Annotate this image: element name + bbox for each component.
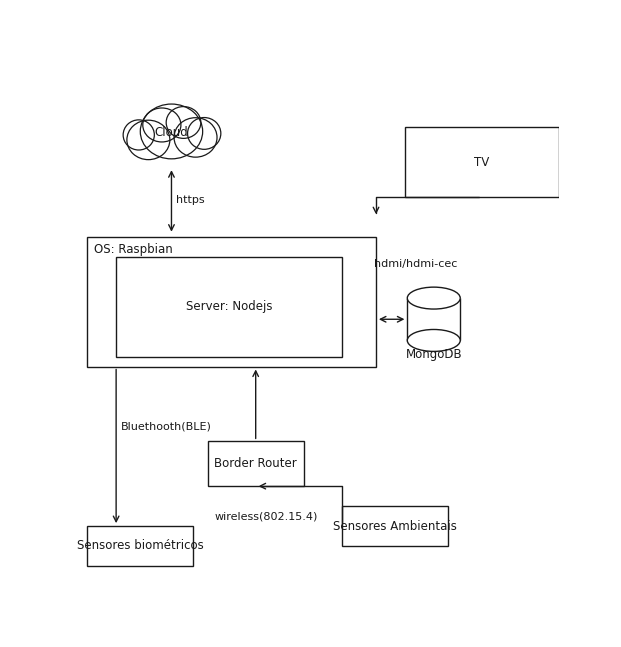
Text: Border Router: Border Router	[214, 457, 297, 470]
Ellipse shape	[166, 107, 201, 138]
FancyBboxPatch shape	[342, 506, 448, 546]
Ellipse shape	[143, 108, 181, 142]
FancyBboxPatch shape	[407, 298, 460, 340]
FancyBboxPatch shape	[87, 237, 376, 367]
FancyBboxPatch shape	[405, 127, 559, 197]
Text: Sensores biométricos: Sensores biométricos	[77, 540, 204, 553]
Ellipse shape	[140, 104, 202, 159]
FancyBboxPatch shape	[116, 257, 342, 356]
Ellipse shape	[174, 118, 217, 157]
Ellipse shape	[407, 287, 460, 309]
Text: Cloud: Cloud	[155, 126, 188, 139]
Text: wireless(802.15.4): wireless(802.15.4)	[215, 511, 318, 521]
Text: TV: TV	[474, 156, 489, 169]
Text: Sensores Ambientais: Sensores Ambientais	[333, 520, 457, 532]
FancyBboxPatch shape	[87, 526, 193, 566]
Text: Server: Nodejs: Server: Nodejs	[186, 300, 273, 313]
FancyBboxPatch shape	[207, 441, 304, 486]
Text: https: https	[176, 195, 205, 204]
Ellipse shape	[407, 329, 460, 351]
Ellipse shape	[123, 120, 155, 150]
Ellipse shape	[127, 120, 170, 160]
Text: MongoDB: MongoDB	[406, 348, 462, 361]
Text: hdmi/hdmi-cec: hdmi/hdmi-cec	[374, 259, 457, 270]
Text: OS: Raspbian: OS: Raspbian	[94, 243, 173, 256]
Text: Bluethooth(BLE): Bluethooth(BLE)	[121, 421, 212, 432]
Ellipse shape	[188, 118, 221, 149]
